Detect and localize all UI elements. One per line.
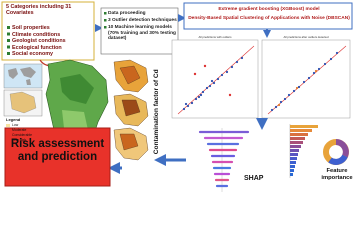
risk-box [4, 127, 111, 187]
covariate-item: Social economy [12, 51, 54, 57]
model-item: Extreme gradient boosting (XGBoost) mode… [218, 7, 320, 12]
covariates-title: 5 Categories including 31 Covariates [6, 4, 72, 17]
continents [8, 67, 36, 85]
legend-item: Low [12, 122, 19, 127]
processing-item: 10 Machine learning models (70% training… [108, 25, 176, 42]
diagram-shapes [1, 1, 353, 192]
plot-title: All predictions with outliers [198, 35, 232, 39]
legend-item: Very high [12, 137, 27, 142]
covariate-item: Geologist conditions [12, 38, 66, 44]
legend-item: Considerable [12, 132, 32, 137]
cd-maps [113, 59, 149, 161]
covariates-box [1, 1, 95, 61]
scatter-plot-left [171, 39, 259, 119]
graphical-abstract: 5 Categories including 31 Covariates Soi… [1, 1, 353, 192]
legend-title: Legend [6, 117, 21, 122]
processing-box [100, 7, 179, 55]
processing-item: 3 Outlier detection techniques [108, 18, 177, 23]
covariate-item: Climate conditions [12, 31, 61, 38]
processing-item: Data proceeding [108, 11, 146, 16]
covariate-item: Ecological function [12, 44, 62, 51]
importance-donut [323, 139, 349, 165]
shap-label: SHAP [244, 175, 264, 182]
shap-beeswarm [198, 128, 250, 192]
plot-title: All predictions after outliers detected [283, 35, 329, 39]
map-axis-label: Contamination factor of Cd [153, 69, 161, 155]
importance-bars [289, 124, 318, 178]
model-item: Density-Based Spatial Clustering of Appl… [188, 16, 350, 21]
check-bullets [104, 12, 107, 29]
importance-label: Feature importance [321, 168, 353, 181]
scatter-plot-right [261, 39, 351, 119]
risk-text: Risk assessment and prediction [10, 138, 105, 164]
check-bullets [7, 26, 10, 55]
legend-item: Moderate [12, 127, 27, 132]
covariate-item: Soil properties [12, 25, 50, 31]
